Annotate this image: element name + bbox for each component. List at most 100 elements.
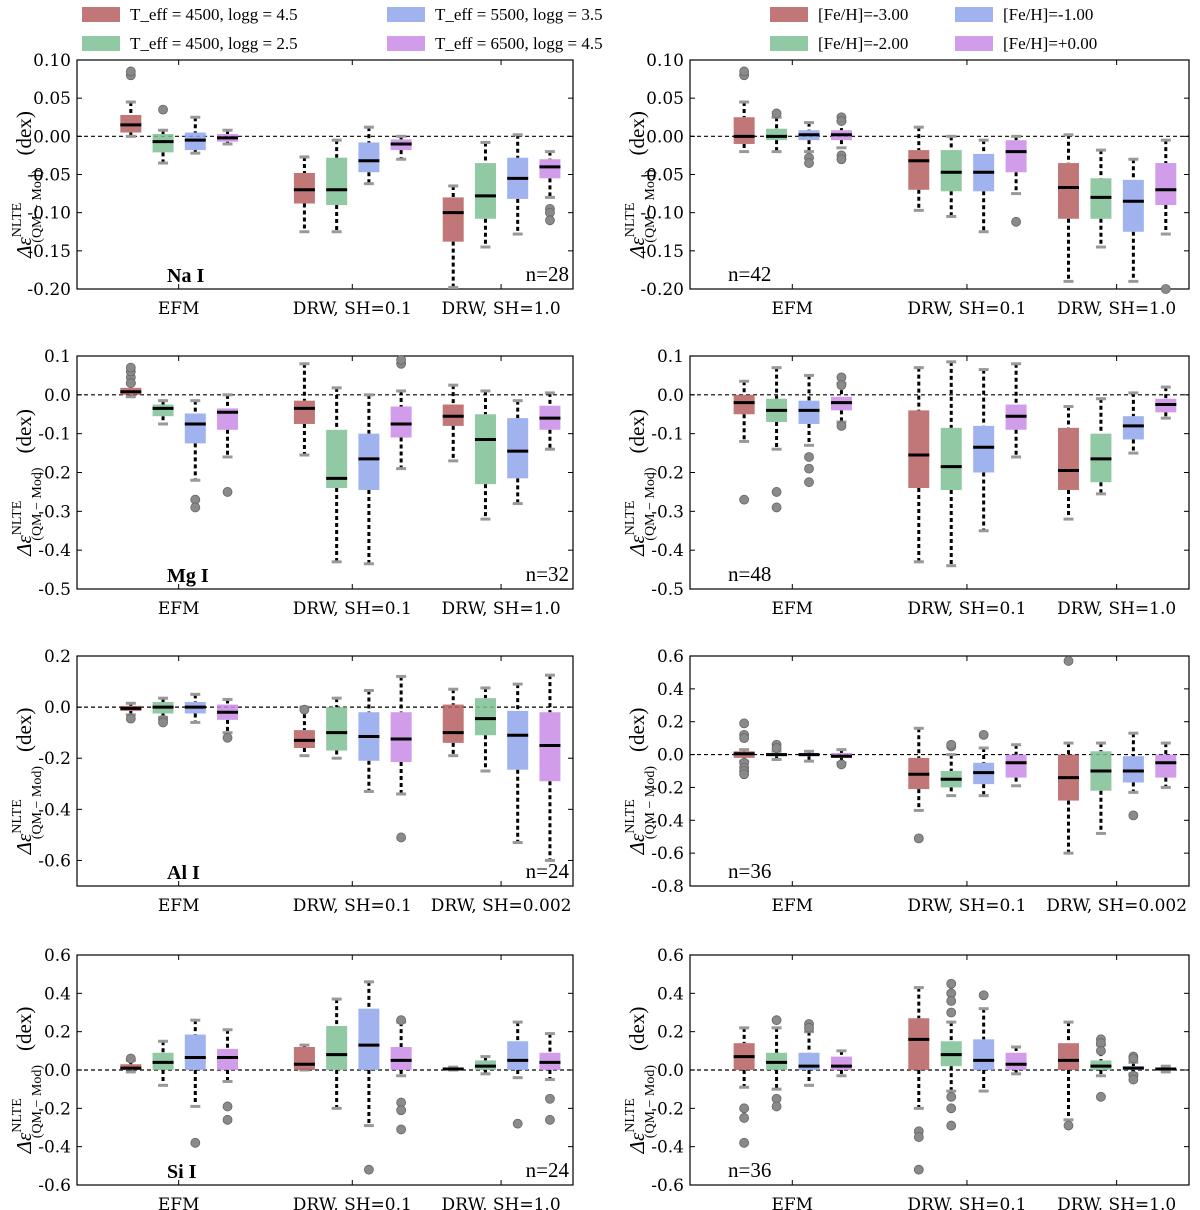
- box-body: [798, 400, 820, 424]
- y-axis-label: ΔεNLTE (QM − Mod)(dex): [623, 708, 658, 856]
- outlier-point: [396, 354, 407, 365]
- box-2-2: [326, 696, 348, 760]
- category-label: EFM: [158, 299, 200, 319]
- outlier-point: [804, 477, 814, 488]
- y-tick-label: 0.2: [44, 647, 71, 667]
- outlier-point: [739, 66, 750, 77]
- box-3-4: [1155, 385, 1177, 420]
- category-label: DRW, SH=0.1: [293, 599, 412, 619]
- outlier-point: [363, 1164, 374, 1175]
- box-body: [1005, 1052, 1027, 1070]
- box-2-1: [908, 125, 930, 212]
- outlier-point: [836, 380, 847, 391]
- box-body: [326, 157, 348, 206]
- box-2-1: [293, 155, 315, 234]
- box-body: [507, 418, 529, 479]
- y-tick-label: -0.15: [640, 242, 684, 262]
- outlier-point: [739, 1113, 750, 1123]
- outlier-point: [913, 833, 924, 844]
- box-body: [217, 1048, 239, 1070]
- legend-label: T_eff = 6500, logg = 4.5: [435, 34, 603, 53]
- box-body: [1155, 754, 1177, 778]
- box-2-3: [973, 990, 995, 1093]
- box-2-1: [293, 1043, 315, 1072]
- box-1-1: [120, 362, 142, 399]
- outlier-point: [545, 1093, 555, 1104]
- box-3-4: [539, 391, 561, 451]
- box-1-2: [152, 696, 174, 728]
- box-3-2: [474, 140, 496, 249]
- y-tick-label: 0.0: [657, 386, 684, 406]
- y-tick-label: -0.4: [651, 811, 684, 831]
- outlier-point: [836, 116, 847, 126]
- y-tick-label: 0.4: [44, 984, 71, 1004]
- legend-label: T_eff = 4500, logg = 2.5: [130, 34, 298, 53]
- box-body: [326, 707, 348, 751]
- box-2-1: [293, 704, 315, 758]
- outlier-point: [739, 718, 750, 729]
- legend-swatch: [387, 36, 425, 51]
- box-body: [326, 1025, 348, 1070]
- box-body: [539, 159, 561, 179]
- y-tick-label: 0.0: [44, 698, 71, 718]
- box-body: [1122, 179, 1144, 232]
- box-body: [293, 400, 315, 424]
- y-tick-label: 0.4: [657, 680, 684, 700]
- box-body: [940, 150, 962, 192]
- outlier-point: [1011, 216, 1021, 227]
- box-3-4: [539, 150, 561, 226]
- y-tick-label: -0.20: [27, 280, 71, 300]
- y-tick-label: -0.4: [651, 1138, 684, 1158]
- box-1-4: [217, 697, 239, 743]
- box-2-3: [358, 393, 380, 566]
- box-3-2: [1090, 1034, 1112, 1102]
- y-tick-label: -0.5: [38, 580, 71, 600]
- box-body: [908, 410, 930, 489]
- category-label: DRW, SH=0.1: [907, 599, 1026, 619]
- y-tick-label: -0.1: [38, 425, 71, 445]
- box-2-4: [1005, 362, 1027, 459]
- box-3-2: [474, 686, 496, 773]
- box-body: [1122, 756, 1144, 783]
- y-tick-label: 0.0: [657, 746, 684, 766]
- y-tick-label: -0.5: [651, 580, 684, 600]
- box-body: [293, 172, 315, 204]
- box-1-1: [733, 718, 755, 780]
- panels: 0.10 0.05 0.00 -0.05 -0.10 -0.15 -0.20 EFM DRW, …: [10, 51, 1190, 1210]
- box-body: [908, 150, 930, 190]
- outlier-point: [158, 104, 168, 115]
- box-3-2: [474, 1055, 496, 1076]
- outlier-point: [771, 487, 782, 497]
- outlier-point: [739, 1103, 750, 1114]
- outlier-point: [1063, 1120, 1074, 1131]
- legend-item-4: [Fe/H]=+0.00: [955, 34, 1097, 53]
- outlier-point: [222, 1101, 233, 1112]
- outlier-point: [125, 378, 136, 389]
- box-body: [733, 394, 755, 415]
- box-1-1: [733, 1026, 755, 1148]
- legend-swatch: [82, 7, 120, 22]
- outlier-point: [1096, 1091, 1106, 1102]
- box-2-1: [293, 362, 315, 457]
- category-label: DRW, SH=0.1: [907, 299, 1026, 319]
- box-1-2: [766, 108, 788, 154]
- y-tick-label: -0.1: [651, 425, 684, 445]
- box-body: [184, 413, 206, 444]
- box-2-4: [390, 354, 412, 471]
- y-axis-label: ΔεNLTE (QM − Mod)(dex): [623, 111, 658, 259]
- box-body: [766, 128, 788, 141]
- box-body: [1057, 1043, 1079, 1070]
- y-axis-label: ΔεNLTE (QM − Mod)(dex): [623, 409, 658, 557]
- legend-swatch: [82, 36, 120, 51]
- y-tick-label: -0.6: [38, 1176, 71, 1196]
- y-tick-label: 0.0: [657, 1061, 684, 1081]
- y-tick-label: 0.00: [33, 127, 71, 147]
- box-1-3: [798, 749, 820, 763]
- box-body: [326, 429, 348, 489]
- box-body: [1057, 163, 1079, 219]
- box-1-1: [120, 701, 142, 724]
- outlier-point: [1128, 1074, 1139, 1085]
- outlier-point: [804, 158, 814, 168]
- y-tick-label: 0.1: [44, 347, 71, 367]
- box-1-1: [120, 66, 142, 138]
